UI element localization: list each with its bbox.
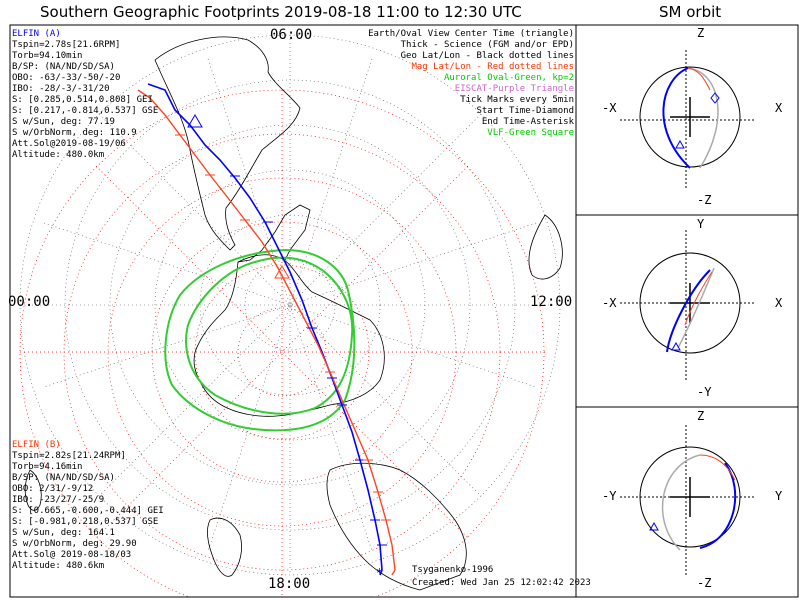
legend-line-2: Thick - Science (FGM and/or EPD) bbox=[400, 40, 574, 50]
elfin-b-line: B/SP: (NA/ND/SD/SA) bbox=[12, 473, 115, 483]
orbit1-right-label: X bbox=[775, 101, 783, 115]
elfin-b-track bbox=[137, 89, 396, 576]
created-timestamp: Created: Wed Jan 25 12:02:42 2023 bbox=[412, 578, 591, 588]
elfin-a-line: S: [0.285,0.514,0.808] GEI bbox=[12, 95, 153, 105]
model-credit: Tsyganenko-1996 bbox=[412, 565, 494, 575]
elfin-b-line: IBO: -23/27/-25/9 bbox=[12, 495, 105, 505]
orbit-panel-2 bbox=[620, 230, 754, 380]
time-label-bottom: 18:00 bbox=[268, 576, 311, 592]
elfin-a-line: S: [0.217,-0.814,0.537] GSE bbox=[12, 106, 159, 116]
orbit-frame-3 bbox=[575, 406, 799, 598]
elfin-b-center-triangle bbox=[274, 265, 290, 279]
elfin-b-info: ELFIN (B) Tspin=2.82s[21.24RPM] Torb=94.… bbox=[12, 440, 164, 572]
orbit1-bottom-label: -Z bbox=[697, 193, 712, 207]
elfin-b-title: ELFIN (B) bbox=[12, 440, 61, 450]
orbit1-left-label: -X bbox=[602, 101, 617, 115]
elfin-a-info: ELFIN (A) Tspin=2.78s[21.6RPM] Torb=94.1… bbox=[12, 29, 158, 161]
coastlines bbox=[24, 36, 563, 591]
legend-line-9: End Time-Asterisk bbox=[481, 117, 574, 127]
elfin-a-end-asterisk: * bbox=[376, 566, 383, 580]
elfin-a-line: B/SP: (NA/ND/SD/SA) bbox=[12, 62, 115, 72]
elfin-a-center-triangle bbox=[187, 114, 203, 128]
legend-line-4: Mag Lat/Lon - Red dotted lines bbox=[411, 62, 574, 72]
main-title: Southern Geographic Footprints 2019-08-1… bbox=[40, 3, 522, 21]
time-label-left: 00:00 bbox=[8, 294, 51, 310]
elfin-b-line: Altitude: 480.6km bbox=[12, 561, 105, 571]
legend-line-7: Tick Marks every 5min bbox=[460, 95, 574, 105]
elfin-a-line: Torb=94.10min bbox=[12, 51, 83, 61]
elfin-a-line: Att.Sol@2019-08-19/06 bbox=[12, 139, 126, 149]
elfin-b-line: S w/OrbNorm, deg: 29.90 bbox=[12, 539, 137, 549]
orbit2-left-label: -X bbox=[602, 296, 617, 310]
orbit1-top-label: Z bbox=[697, 26, 705, 40]
orbit2-bottom-label: -Y bbox=[697, 385, 712, 399]
elfin-a-title: ELFIN (A) bbox=[12, 29, 61, 39]
geo-grid bbox=[19, 34, 561, 576]
orbit3-left-label: -Y bbox=[602, 489, 617, 503]
legend-line-10: VLF-Green Square bbox=[487, 128, 574, 138]
orbit3-bottom-label: -Z bbox=[697, 576, 712, 590]
elfin-a-line: S w/OrbNorm, deg: 110.9 bbox=[12, 128, 137, 138]
time-label-right: 12:00 bbox=[530, 294, 573, 310]
legend-line-8: Start Time-Diamond bbox=[476, 106, 574, 116]
elfin-b-line: S: [-0.981,0.218,0.537] GSE bbox=[12, 517, 159, 527]
orbit-frame-2 bbox=[575, 214, 799, 408]
elfin-a-line: IBO: -28/-3/-31/20 bbox=[12, 84, 110, 94]
orbit-panel-1 bbox=[620, 50, 754, 190]
elfin-b-line: Torb=94.16min bbox=[12, 462, 83, 472]
orbit2-right-label: X bbox=[775, 296, 783, 310]
elfin-a-track bbox=[147, 83, 383, 576]
legend-line-3: Geo Lat/Lon - Black dotted lines bbox=[400, 51, 574, 61]
legend-line-1: Earth/Oval View Center Time (triangle) bbox=[368, 29, 574, 39]
orbit-panel-3 bbox=[620, 425, 754, 575]
elfin-b-line: S: [0.665,-0.600,-0.444] GEI bbox=[12, 506, 164, 516]
elfin-a-line: Altitude: 480.0km bbox=[12, 150, 105, 160]
elfin-b-line: OBO: 2/31/-9/12 bbox=[12, 484, 94, 494]
elfin-a-line: S w/Sun, deg: 77.19 bbox=[12, 117, 115, 127]
time-label-top: 06:00 bbox=[270, 27, 313, 43]
elfin-b-line: S w/Sun, deg: 164.1 bbox=[12, 528, 115, 538]
orbit-frame-1 bbox=[575, 24, 799, 216]
auroral-oval bbox=[164, 248, 356, 432]
elfin-b-line: Att.Sol@ 2019-08-18/03 bbox=[12, 550, 132, 560]
orbit2-top-label: Y bbox=[697, 217, 705, 231]
orbit-title: SM orbit bbox=[659, 3, 722, 21]
polar-map: * bbox=[19, 34, 563, 597]
legend-line-5: Auroral Oval-Green, kp=2 bbox=[443, 73, 574, 83]
legend-line-6: EISCAT-Purple Triangle bbox=[454, 84, 574, 94]
elfin-b-line: Tspin=2.82s[21.24RPM] bbox=[12, 451, 126, 461]
orbit3-right-label: Y bbox=[775, 489, 783, 503]
elfin-b-ticks bbox=[175, 134, 391, 521]
elfin-a-line: OBO: -63/-33/-50/-20 bbox=[12, 73, 121, 83]
orbit3-top-label: Z bbox=[697, 409, 705, 423]
legend: Earth/Oval View Center Time (triangle) T… bbox=[368, 29, 574, 139]
elfin-a-line: Tspin=2.78s[21.6RPM] bbox=[12, 40, 121, 50]
